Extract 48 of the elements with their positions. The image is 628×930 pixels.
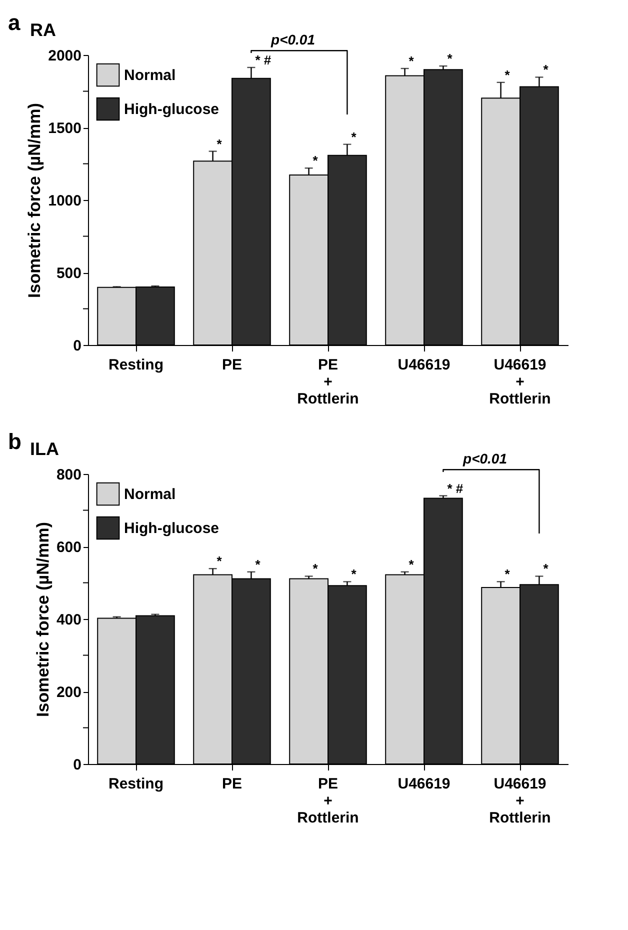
x-tick-label: U46619 <box>398 776 450 792</box>
y-tick-label: 1000 <box>48 192 82 210</box>
y-tick-label: 800 <box>56 466 82 484</box>
x-tick-label: Resting <box>108 776 164 792</box>
y-axis-title: Isometric force (µN/mm) <box>25 103 44 298</box>
data-label: * <box>408 556 415 572</box>
data-label: * <box>408 53 415 68</box>
data-label: * <box>504 566 511 582</box>
x-tick-label: PE + Rottlerin <box>297 356 359 408</box>
data-label: * <box>312 561 319 576</box>
text: a <box>8 10 21 35</box>
y-tick-label: 0 <box>73 756 82 774</box>
data-label: * <box>351 129 358 144</box>
legend-label: High-glucose <box>124 520 220 537</box>
data-label: * # <box>447 480 464 496</box>
y-tick-label: 0 <box>73 338 82 354</box>
x-tick-label: U46619 + Rottlerin <box>489 776 551 826</box>
data-label: * <box>543 62 550 78</box>
data-label: * # <box>255 52 272 68</box>
chart-title: ILA <box>30 439 59 459</box>
y-tick-label: 400 <box>56 612 82 628</box>
data-label: * <box>351 566 358 582</box>
y-axis-title: Isometric force (µN/mm) <box>33 522 52 717</box>
y-tick-label: 500 <box>56 265 82 282</box>
data-label: * <box>312 153 319 168</box>
data-label: * <box>543 561 550 576</box>
x-tick-label: U46619 + Rottlerin <box>489 356 551 408</box>
text: p<0.01 <box>270 32 316 48</box>
data-label: * <box>255 556 262 572</box>
x-tick-label: U46619 <box>398 356 450 374</box>
data-label: * <box>504 67 511 82</box>
x-tick-label: PE <box>222 356 242 374</box>
legend-label: High-glucose <box>124 101 220 118</box>
y-tick-label: 600 <box>56 539 82 556</box>
chart-title: RA <box>30 20 56 40</box>
x-tick-label: PE + Rottlerin <box>297 776 359 826</box>
legend-label: Normal <box>124 67 176 84</box>
x-tick-label: PE <box>222 776 242 792</box>
text: b <box>8 429 22 454</box>
text: p<0.01 <box>462 450 508 467</box>
legend-label: Normal <box>124 486 176 503</box>
y-tick-label: 1500 <box>48 120 82 137</box>
data-label: * <box>447 51 454 66</box>
data-label: * <box>216 554 223 569</box>
y-tick-label: 200 <box>56 684 82 701</box>
x-tick-label: Resting <box>108 356 164 374</box>
data-label: * <box>216 136 223 152</box>
y-tick-label: 2000 <box>48 48 82 64</box>
